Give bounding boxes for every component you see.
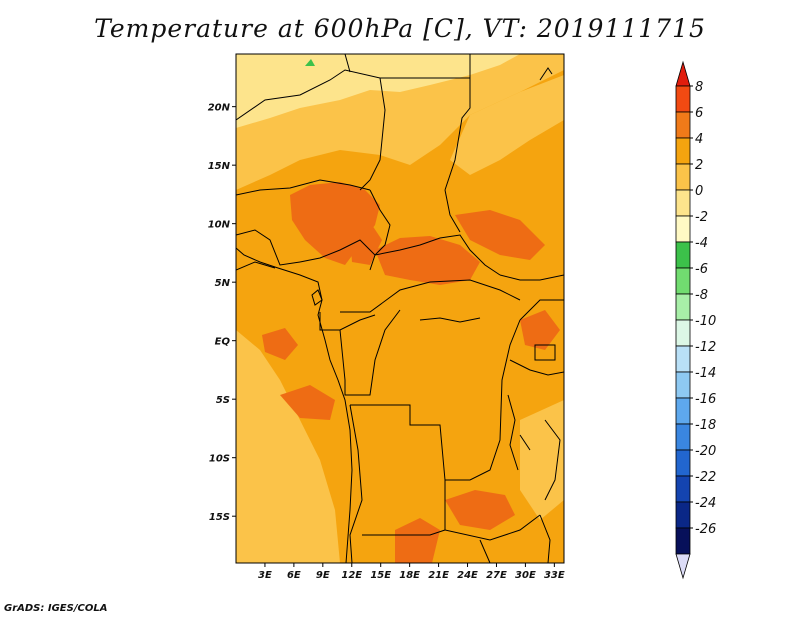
lon-tick-label: 15E [370, 570, 391, 581]
colorbar-level-label: -8 [695, 288, 708, 303]
lat-tick-label: 10N [208, 220, 231, 231]
colorbar-level-label: -22 [695, 470, 716, 485]
lat-tick-label: 15S [209, 512, 230, 523]
colorbar-level-label: -24 [695, 496, 716, 511]
colorbar-swatch [675, 475, 691, 503]
colorbar-swatch [675, 527, 691, 555]
coastline [236, 247, 353, 563]
warm-region-cameroon [350, 225, 382, 265]
colorbar-level-label: -20 [695, 444, 716, 459]
warm-region-zambia [445, 490, 515, 530]
lat-tick-label: EQ [215, 337, 231, 348]
colorbar-level-label: -2 [695, 210, 708, 225]
colorbar-level-label: -6 [695, 262, 708, 277]
colorbar-level-label: 2 [695, 158, 703, 173]
colorbar-level-label: 4 [695, 132, 703, 147]
colorbar-swatch [675, 319, 691, 347]
colorbar-level-label: 8 [695, 80, 703, 95]
colorbar-swatch [675, 397, 691, 425]
colorbar-swatch [675, 449, 691, 477]
green-speck [305, 59, 315, 66]
longitude-axis: 3E 6E 9E 12E 15E 18E 21E 24E 27E 30E 33E [258, 563, 565, 581]
country-borders [236, 54, 564, 563]
colorbar-level-label: -26 [695, 522, 716, 537]
colorbar-level-label: 0 [695, 184, 703, 199]
colorbar-swatch [675, 85, 691, 113]
colorbar-swatch [675, 293, 691, 321]
warm-region-east [455, 210, 545, 260]
lon-tick-label: 18E [399, 570, 420, 581]
lat-tick-label: 15N [208, 161, 231, 172]
warm-region-central [375, 236, 480, 285]
colorbar-swatch [675, 189, 691, 217]
lon-tick-label: 21E [428, 570, 449, 581]
colorbar-swatch [675, 267, 691, 295]
colorbar-bottom-arrow [675, 553, 691, 580]
colorbar-level-label: -14 [695, 366, 716, 381]
lon-tick-label: 24E [457, 570, 478, 581]
map-frame [235, 53, 565, 564]
colorbar-level-label: -4 [695, 236, 708, 251]
lat-tick-label: 5N [215, 278, 231, 289]
map-title: Temperature at 600hPa [C], VT: 201911171… [94, 14, 706, 43]
lon-tick-label: 9E [316, 570, 330, 581]
cooler-region-north [236, 54, 520, 128]
grads-credit: GrADS: IGES/COLA [4, 603, 108, 614]
colorbar-swatch [675, 371, 691, 399]
colorbar-swatch [675, 345, 691, 373]
lon-tick-label: 33E [544, 570, 565, 581]
colorbar-top-arrow [675, 60, 691, 87]
lat-tick-label: 10S [209, 454, 230, 465]
lon-tick-label: 6E [287, 570, 301, 581]
colorbar-level-label: -12 [695, 340, 716, 355]
colorbar-swatch [675, 241, 691, 269]
colorbar-swatch [675, 137, 691, 165]
lon-tick-label: 30E [515, 570, 536, 581]
warm-region-south [395, 518, 440, 563]
colorbar-swatch [675, 423, 691, 451]
cool-region-east [450, 75, 564, 175]
lat-tick-label: 5S [216, 395, 230, 406]
colorbar-swatch [675, 501, 691, 529]
lon-tick-label: 12E [341, 570, 362, 581]
colorbar-level-label: -16 [695, 392, 716, 407]
map-plot [236, 54, 564, 563]
colorbar-level-label: 6 [695, 106, 703, 121]
cool-region-west [236, 330, 340, 563]
warm-region-lakes [520, 310, 560, 350]
colorbar-swatch [675, 163, 691, 191]
warm-region-gabon [262, 328, 298, 360]
warm-region-angola-west [280, 385, 335, 420]
colorbar-level-label: -10 [695, 314, 716, 329]
colorbar: 8 6 4 2 0 -2 -4 -6 -8 -10 -12 -14 -16 -18 -20 -22 -24 -26 [675, 60, 716, 580]
colorbar-swatch [675, 111, 691, 139]
colorbar-level-label: -18 [695, 418, 716, 433]
colorbar-swatch [675, 215, 691, 243]
latitude-axis: 20N 15N 10N 5N EQ 5S 10S 15S [208, 103, 236, 523]
lon-tick-label: 3E [258, 570, 272, 581]
lon-tick-label: 27E [486, 570, 507, 581]
lat-tick-label: 20N [208, 103, 231, 114]
